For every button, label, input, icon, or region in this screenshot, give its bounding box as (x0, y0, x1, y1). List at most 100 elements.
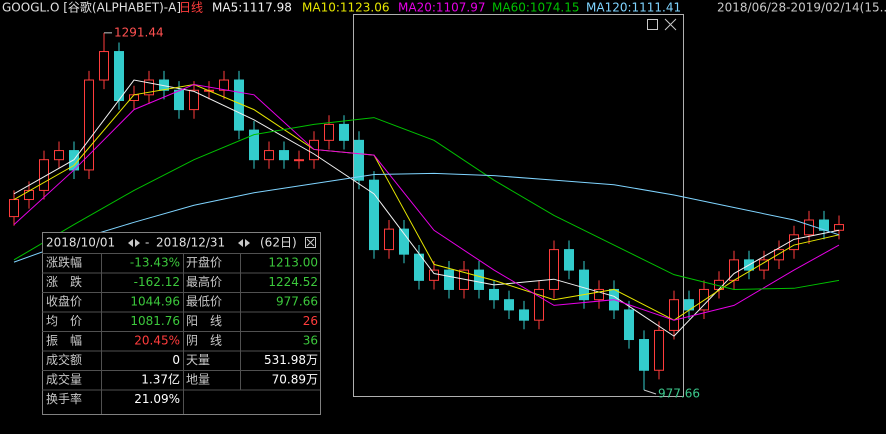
maximize-icon[interactable] (647, 19, 658, 30)
candle-body (129, 94, 139, 102)
stat-value: 36 (303, 333, 318, 347)
panel-frame (42, 232, 321, 415)
date-from: 2018/10/01 (46, 236, 115, 250)
stat-label: 成交量 (46, 371, 82, 386)
stat-label: 阴 线 (186, 333, 222, 347)
candle-body (564, 249, 574, 271)
stat-value: 1213.00 (268, 255, 318, 269)
stat-label: 收盘价 (46, 293, 82, 308)
stat-value: 977.66 (276, 294, 318, 308)
candle-body (339, 123, 349, 141)
candle-body (669, 299, 679, 331)
ma-line (13, 79, 840, 337)
candle-body (324, 123, 334, 141)
ma-line (13, 84, 840, 321)
days: (62日) (260, 236, 297, 250)
candle-body (144, 79, 154, 96)
stat-value: 26 (303, 314, 318, 328)
candle-body (639, 339, 649, 371)
candle-body (264, 150, 274, 161)
candle-body (279, 150, 289, 161)
stat-label: 最低价 (186, 294, 222, 308)
candle-body (399, 228, 409, 255)
candle-body (354, 139, 364, 181)
legend: MA5:1117.98 MA10:1123.06 MA20:1107.97 MA60:… (212, 1, 681, 15)
candle-body (504, 299, 514, 311)
stats-panel: 2018/10/01 - 2018/12/31 (62日) 涨跌幅 -13.43%… (42, 232, 321, 415)
stat-label: 换手率 (46, 391, 82, 406)
chart-title: GOOGL.O [谷歌(ALPHABET)-A] (2, 0, 181, 15)
candle-body (189, 89, 199, 111)
stat-value: 1.37亿 (141, 371, 180, 386)
stat-value: 20.45% (134, 333, 180, 347)
candle-body (219, 79, 229, 91)
stat-label: 均 价 (46, 314, 82, 328)
candle-body (249, 129, 259, 161)
close-icon[interactable] (664, 18, 677, 31)
stat-value: 1081.76 (130, 314, 180, 328)
stat-value: 531.98万 (264, 353, 318, 367)
stat-label: 阳 线 (186, 314, 222, 328)
stat-value: 21.09% (134, 392, 180, 406)
candle-body (534, 288, 544, 321)
panel-close[interactable] (305, 237, 316, 248)
stat-label: 涨跌幅 (46, 254, 82, 269)
candle-body (624, 309, 634, 341)
legend-entry: MA60:1074.15 (492, 1, 580, 15)
panel-close-x[interactable] (306, 238, 315, 247)
high-label: 1291.44 (114, 25, 164, 39)
candle-body (9, 199, 19, 218)
ma-line (13, 84, 840, 321)
legend-entry: MA20:1107.97 (398, 1, 486, 15)
stat-value: 70.89万 (272, 372, 318, 386)
stat-label: 最高价 (186, 274, 222, 289)
candle-body (24, 189, 34, 201)
candle-body (444, 269, 454, 290)
candle-body (549, 249, 559, 290)
candle-body (99, 51, 109, 81)
stat-label: 地量 (186, 372, 210, 386)
candle-body (519, 309, 529, 321)
date-range: 2018/06/28-2019/02/14(15... (717, 1, 886, 15)
candle-body (174, 89, 184, 111)
candle-body (774, 249, 784, 261)
ma-line (13, 172, 840, 263)
stat-value: -13.43% (130, 255, 180, 269)
stat-label: 成交额 (46, 352, 82, 367)
candle-body (429, 269, 439, 281)
stat-label: 天量 (186, 353, 210, 367)
candle-body (114, 51, 124, 102)
date-to: 2018/12/31 (156, 236, 225, 250)
candle-body (294, 159, 304, 162)
plot: 1291.44 977.66 (9, 25, 844, 400)
legend-entry: MA5:1117.98 (212, 1, 292, 15)
candle-body (54, 150, 64, 161)
low-label: 977.66 (658, 386, 700, 400)
date-arrows[interactable] (238, 239, 250, 247)
candle-body (39, 159, 49, 191)
candle-body (489, 288, 499, 301)
candle-body (384, 228, 394, 251)
period: 日线 (179, 1, 203, 15)
selection-box (353, 14, 684, 397)
separator: - (145, 236, 149, 250)
candle-body (369, 179, 379, 251)
stat-label: 开盘价 (186, 254, 222, 269)
candle-body (594, 288, 604, 301)
low-pointer (643, 389, 657, 395)
candle-body (84, 79, 94, 171)
legend-entry: MA120:1111.41 (586, 1, 681, 15)
stat-value: 1044.96 (130, 294, 180, 308)
stat-value: 0 (172, 353, 180, 367)
candle-body (579, 269, 589, 301)
ma-line (13, 117, 840, 290)
stat-label: 振 幅 (46, 332, 82, 347)
stat-value: 1224.52 (268, 275, 318, 289)
stat-label: 涨 跌 (46, 274, 82, 289)
stat-value: -162.12 (134, 275, 180, 289)
candle-body (654, 329, 664, 371)
legend-entry: MA10:1123.06 (302, 1, 390, 15)
date-arrows[interactable] (128, 239, 140, 247)
